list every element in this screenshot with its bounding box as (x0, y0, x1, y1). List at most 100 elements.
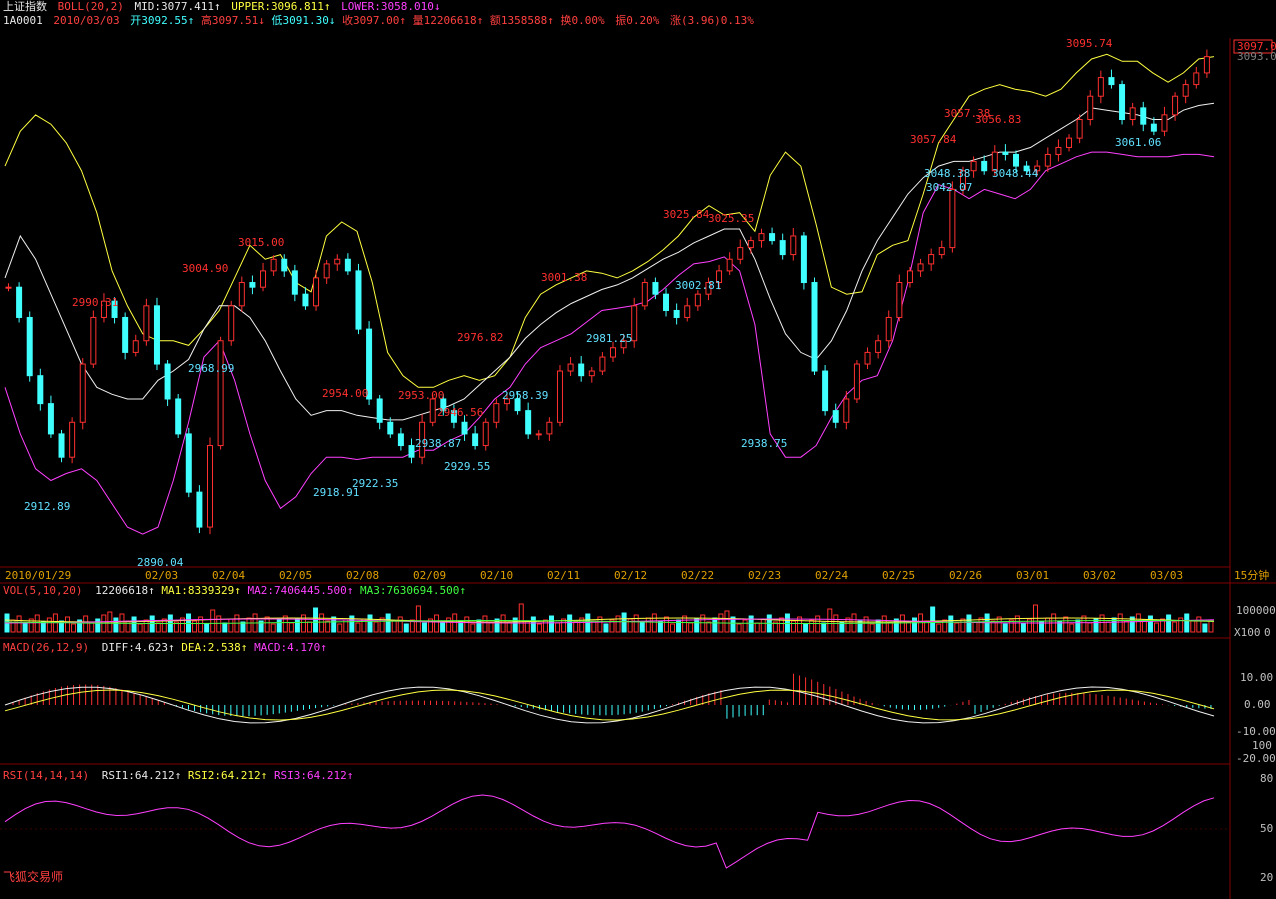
volume-bar (1160, 618, 1166, 633)
volume-bar (663, 616, 669, 633)
candle-body (663, 293, 670, 311)
volume-bar (603, 623, 609, 633)
boll-lower: LOWER:3058.010↓ (341, 0, 441, 13)
candle-body (419, 421, 426, 458)
volume-bar (173, 621, 179, 633)
watermark-logo: 飞狐交易师 (3, 870, 64, 884)
vol-header: VOL(5,10,20) 12206618↑ MA1:8339329↑ MA2:… (3, 584, 466, 597)
candle-body (811, 282, 818, 372)
boll-upper: UPPER:3096.811↑ (231, 0, 331, 13)
candle-body (716, 270, 723, 284)
price-label: 2946.56 (437, 406, 483, 419)
volume-bar (512, 617, 518, 633)
volume-bar (1087, 622, 1093, 633)
indicator-name[interactable]: BOLL(20,2) (57, 0, 124, 13)
candle-body (1066, 137, 1073, 148)
price-label: 3048.44 (992, 167, 1039, 180)
candle-body (1097, 77, 1104, 97)
candle-body (875, 340, 882, 353)
volume-bar (827, 608, 833, 633)
candle-body (100, 300, 107, 318)
vol-label: VOL(5,10,20) (3, 584, 82, 597)
volume-bar (651, 613, 657, 633)
volume-bar (240, 621, 246, 633)
volume-bar (204, 623, 210, 633)
volume-bar (797, 616, 803, 633)
volume-bar (857, 620, 863, 633)
volume-bar (373, 621, 379, 633)
volume-bar (113, 617, 119, 633)
period-label[interactable]: 15分钟 (1234, 568, 1269, 582)
volume-bar (1008, 619, 1014, 633)
volume-bar (905, 621, 911, 633)
boll-mid-line (4, 102, 1215, 421)
candle-body (779, 240, 786, 256)
candle-body (610, 347, 616, 358)
candle-body (397, 433, 404, 447)
date-tick: 02/10 (480, 569, 513, 582)
rsi-indicator (4, 794, 1215, 869)
candle-body (1055, 146, 1062, 155)
volume-bar (1081, 615, 1087, 633)
candle-body (1129, 107, 1136, 121)
volume-bar (597, 616, 603, 633)
volume-bar (1045, 617, 1051, 633)
rsi-tick-80: 80 (1260, 772, 1273, 785)
candle-body (450, 410, 457, 423)
price-extreme-labels: 2990.31 3004.90 3015.00 2968.99 2912.89 2890.… (24, 37, 1161, 569)
candle-body (5, 286, 12, 289)
candle-body (631, 305, 638, 342)
candle-body (207, 445, 213, 528)
date-tick: 02/26 (949, 569, 982, 582)
volume-bar (899, 614, 905, 633)
volume-bar (1117, 613, 1123, 633)
quote-turnover: 换0.00% (560, 14, 605, 27)
current-price-tag (1233, 39, 1273, 54)
volume-bar (682, 615, 688, 633)
candle-body (737, 247, 744, 260)
quote-open: 开3092.55↑ (130, 14, 195, 27)
candle-body (69, 421, 76, 458)
volume-bar (1014, 615, 1020, 633)
price-label: 2976.82 (457, 331, 503, 344)
volume-bar (567, 614, 573, 633)
candle-body (1203, 56, 1210, 74)
candle-body (726, 258, 733, 272)
candle-body (949, 188, 956, 249)
price-label: 2922.35 (352, 477, 398, 490)
macd-dea-line (4, 689, 1215, 721)
volume-bar (1093, 618, 1099, 633)
volume-bars (4, 603, 1215, 633)
candle-body (493, 403, 500, 423)
date-tick: 03/02 (1083, 569, 1116, 582)
boll-bands (4, 53, 1215, 535)
candle-body (641, 282, 648, 307)
volume-bar (990, 620, 996, 633)
candle-body (503, 398, 510, 405)
volume-bar (1026, 618, 1032, 633)
date-tick: 03/03 (1150, 569, 1183, 582)
volume-bar (506, 621, 512, 633)
quote-change: 涨(3.96)0.13% (670, 14, 754, 27)
index-name: 上证指数 (3, 0, 47, 13)
volume-bar (95, 618, 101, 633)
volume-bar (300, 614, 306, 633)
candle-body (535, 433, 542, 436)
volume-bar (972, 621, 978, 633)
candle-body (164, 363, 171, 400)
volume-bar (331, 616, 337, 633)
volume-bar (137, 623, 143, 633)
volume-bar (996, 616, 1002, 633)
vol-ma3: MA3:7630694.500↑ (360, 584, 466, 597)
volume-bar (379, 617, 385, 633)
volume-bar (131, 616, 137, 633)
volume-bar (143, 619, 149, 633)
macd-tick-0: 0.00 (1244, 698, 1271, 711)
candle-body (694, 293, 701, 307)
candle-body (37, 375, 44, 405)
candle-body (1172, 95, 1179, 116)
date-axis: 2010/01/29 02/03 02/04 02/05 02/08 02/09 02/10… (5, 569, 1183, 582)
volume-bar (155, 622, 161, 633)
volume-bar (294, 618, 300, 633)
